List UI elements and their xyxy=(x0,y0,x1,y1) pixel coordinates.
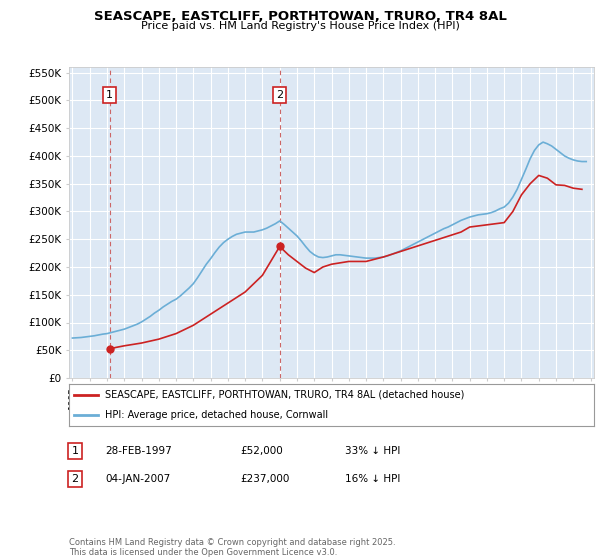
Text: HPI: Average price, detached house, Cornwall: HPI: Average price, detached house, Corn… xyxy=(105,410,328,419)
Text: 04-JAN-2007: 04-JAN-2007 xyxy=(105,474,170,484)
Text: 33% ↓ HPI: 33% ↓ HPI xyxy=(345,446,400,456)
Text: SEASCAPE, EASTCLIFF, PORTHTOWAN, TRURO, TR4 8AL: SEASCAPE, EASTCLIFF, PORTHTOWAN, TRURO, … xyxy=(94,10,506,23)
Text: 1: 1 xyxy=(106,90,113,100)
Text: £52,000: £52,000 xyxy=(240,446,283,456)
Text: Contains HM Land Registry data © Crown copyright and database right 2025.
This d: Contains HM Land Registry data © Crown c… xyxy=(69,538,395,557)
Text: £237,000: £237,000 xyxy=(240,474,289,484)
Text: 28-FEB-1997: 28-FEB-1997 xyxy=(105,446,172,456)
Text: Price paid vs. HM Land Registry's House Price Index (HPI): Price paid vs. HM Land Registry's House … xyxy=(140,21,460,31)
Text: 1: 1 xyxy=(71,446,79,456)
Text: 2: 2 xyxy=(276,90,283,100)
Text: 2: 2 xyxy=(71,474,79,484)
Text: SEASCAPE, EASTCLIFF, PORTHTOWAN, TRURO, TR4 8AL (detached house): SEASCAPE, EASTCLIFF, PORTHTOWAN, TRURO, … xyxy=(105,390,464,399)
Text: 16% ↓ HPI: 16% ↓ HPI xyxy=(345,474,400,484)
